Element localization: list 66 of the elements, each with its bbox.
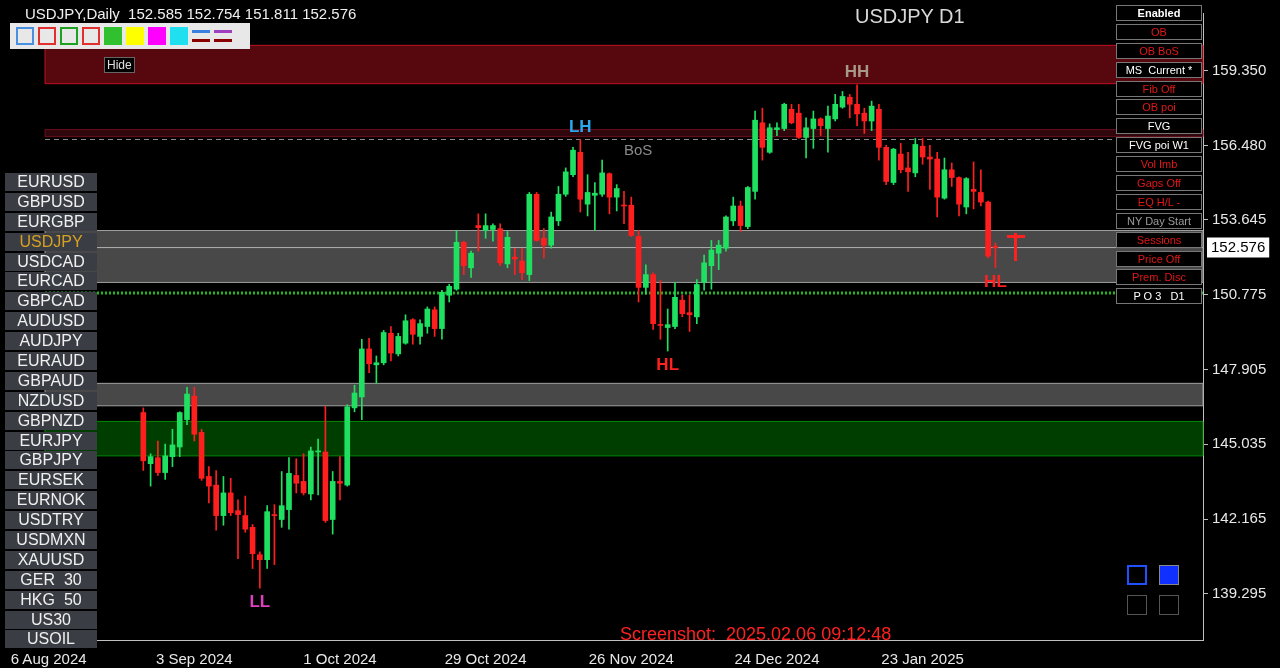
annotation: USDTRY [5,511,97,530]
chart-subtitle: USDJPY,Daily 152.585 152.754 151.811 152.576 [25,5,357,22]
y-tick-label: 159.350 [1212,61,1267,79]
annotation: EURUSD [5,173,97,191]
annotation: Hide [104,57,135,73]
annotation: USDMXN [5,531,97,550]
annotation: NY Day Start [1116,212,1202,229]
annotation: OB poi [1116,99,1202,116]
x-tick-label: 23 Jan 2025 [881,650,964,668]
annotation: HL [656,355,680,375]
y-tick-label: 145.035 [1212,434,1267,452]
annotation: EURNOK [5,491,97,510]
annotation: US30 [5,610,97,629]
annotation: GBPAUD [5,371,97,390]
chart-title: USDJPY D1 [855,5,965,28]
annotation: XAUUSD [5,550,97,569]
x-tick-label: 3 Sep 2024 [155,650,233,668]
annotation: LL [249,592,271,612]
annotation: EURGBP [5,212,97,231]
annotation: EURCAD [5,272,97,291]
annotation: FVG poi W1 [1116,137,1202,154]
y-tick-label: 150.775 [1212,284,1267,302]
annotation: Prem. Disc [1116,269,1202,286]
annotation: GBPJPY [5,451,97,470]
y-tick-label: 153.645 [1212,209,1267,227]
annotation: P O 3 D1 [1116,288,1202,305]
annotation: OB [1116,23,1202,40]
annotation: Vol Imb [1116,156,1202,173]
y-tick-label: 147.905 [1212,359,1267,377]
annotation: HL [984,271,1007,291]
annotation: GBPUSD [5,192,97,211]
annotation: GBPCAD [5,292,97,311]
annotation: LH [568,116,592,136]
ref-line-label: BoS [624,141,653,159]
y-tick-label: 156.480 [1212,135,1267,153]
annotation: EURSEK [5,471,97,490]
annotation: USOIL [5,630,97,649]
annotation: GER 30 [5,570,97,589]
annotation: HH [844,61,870,81]
annotation: EQ H/L - [1116,193,1202,210]
x-tick-label: 1 Oct 2024 [303,650,377,668]
x-tick-label: 29 Oct 2024 [444,650,527,668]
x-tick-label: 6 Aug 2024 [10,650,87,668]
annotation: MS Current * [1116,61,1202,78]
annotation: USDCAD [5,252,97,271]
annotation: NZDUSD [5,391,97,410]
ref-line-label: 152.576 [1211,237,1266,255]
annotation: Sessions [1116,231,1202,248]
annotation: AUDJPY [5,332,97,351]
annotation: Fib Off [1116,80,1202,97]
annotation: AUDUSD [5,312,97,331]
annotation: GBPNZD [5,411,97,430]
annotation: EURAUD [5,352,97,371]
annotation: HKG 50 [5,590,97,609]
annotation: Price Off [1116,250,1202,267]
y-tick-label: 139.295 [1212,584,1267,602]
annotation: FVG [1116,118,1202,135]
annotation: Gaps Off [1116,175,1202,192]
annotation: Enabled [1116,5,1202,21]
annotation: Screenshot: 2025.02.06 09:12:48 [620,624,892,645]
annotation: EURJPY [5,431,97,450]
annotation: OB BoS [1116,42,1202,59]
x-tick-label: 26 Nov 2024 [588,650,674,668]
y-tick-label: 142.165 [1212,509,1267,527]
annotation: USDJPY [5,232,97,251]
x-tick-label: 24 Dec 2024 [734,650,820,668]
